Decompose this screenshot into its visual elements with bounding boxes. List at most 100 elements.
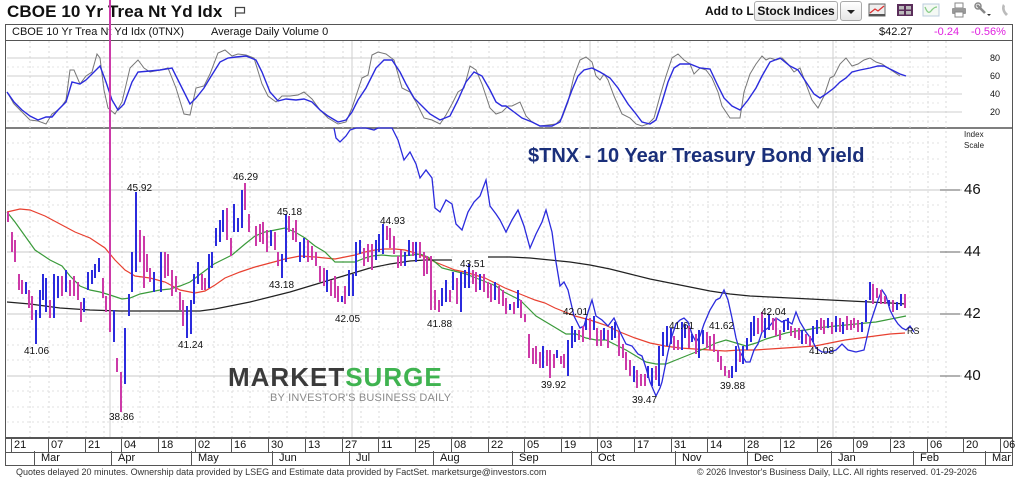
month-label: Aug [433,451,460,465]
last-price: $42.27 [879,26,913,38]
date-tick: 18 [158,439,173,452]
point-label: 42.01 [563,307,589,318]
month-label: Jul [349,451,370,465]
point-label: 41.06 [24,346,50,357]
point-label: 41.08 [809,346,835,357]
ma-200-black-line-2 [488,256,907,305]
price-change-percent: -0.56% [971,26,1006,38]
point-label: 38.86 [109,412,135,423]
date-tick: 08 [451,439,466,452]
month-label: Nov [675,451,702,465]
date-tick: 09 [853,439,868,452]
vertical-grid [29,41,947,437]
point-label: 44.93 [380,216,406,227]
date-tick: 27 [342,439,357,452]
date-tick: 30 [268,439,283,452]
line-chart-icon[interactable] [922,2,940,18]
point-label: 42.04 [761,307,787,318]
date-tick: 21 [85,439,100,452]
date-tick: 26 [817,439,832,452]
date-axis: 21 07 21 04 18 02 16 30 13 27 11 25 08 2… [5,437,1015,453]
date-tick: 25 [415,439,430,452]
date-tick: 04 [121,439,136,452]
stoch-scale-20: 20 [990,107,1001,117]
chart-style-icon[interactable] [868,2,886,18]
month-label: Jan [831,451,856,465]
flag-icon[interactable] [234,6,246,18]
layout-grid-icon[interactable] [896,2,914,18]
month-label: Jun [272,451,297,465]
point-label: 41.62 [709,321,735,332]
point-label: 41.24 [178,340,204,351]
date-tick: 06 [927,439,942,452]
price-scale-44: 44 [964,243,981,260]
stoch-scale-60: 60 [990,71,1001,81]
month-label: Dec [747,451,774,465]
point-label: 39.92 [541,380,567,391]
symbol-info-bar: CBOE 10 Yr Trea Nt Yd Idx (0TNX) Average… [5,24,1013,41]
page-title: CBOE 10 Yr Trea Nt Yd Idx [7,2,223,21]
print-icon[interactable] [950,2,968,18]
point-label: 43.18 [269,280,295,291]
date-tick: 31 [671,439,686,452]
date-tick: 07 [48,439,63,452]
phone-icon[interactable] [998,2,1016,18]
point-label: 43.51 [460,259,486,270]
stochastic-d-line [6,55,907,127]
date-tick: 02 [195,439,210,452]
average-volume: Average Daily Volume 0 [211,26,329,38]
stoch-scale-80: 80 [990,53,1001,63]
month-label: Mar [34,451,60,465]
point-label: 39.88 [720,381,746,392]
price-scale-42: 42 [964,305,981,322]
date-tick: 13 [305,439,320,452]
date-tick: 28 [744,439,759,452]
month-axis: Mar Apr May Jun Jul Aug Sep Oct Nov Dec … [5,451,1013,466]
date-tick: 12 [780,439,795,452]
chart-frame [5,40,1013,437]
symbol-name: CBOE 10 Yr Trea Nt Yd Idx (0TNX) [12,26,184,38]
date-tick: 21 [11,439,26,452]
month-label: May [191,451,219,465]
list-dropdown-button[interactable] [840,1,862,21]
header: CBOE 10 Yr Trea Nt Yd Idx Add to List: S… [0,0,1024,24]
date-tick: 17 [634,439,649,452]
month-label: Feb [913,451,939,465]
date-tick: 14 [707,439,722,452]
date-tick: 16 [231,439,246,452]
month-label: Apr [111,451,135,465]
month-label: Mar [985,451,1011,465]
date-tick: 20 [963,439,978,452]
month-label: Sep [512,451,539,465]
price-scale-40: 40 [964,367,981,384]
date-tick: 19 [561,439,576,452]
footer-disclaimer: Quotes delayed 20 minutes. Ownership dat… [16,467,547,477]
point-label: 45.18 [277,207,303,218]
point-label: 46.29 [233,172,259,183]
marketsurge-logo: MARKETSURGE BY INVESTOR'S BUSINESS DAILY [228,362,452,404]
date-tick: 03 [597,439,612,452]
stochastic-k-line [6,49,901,127]
footer: Quotes delayed 20 minutes. Ownership dat… [0,467,1024,477]
rs-label: RS [907,326,920,336]
chart-annotation-title: $TNX - 10 Year Treasury Bond Yield [528,145,865,167]
ma-50-red-line [6,208,906,352]
date-tick: 06 [1000,439,1015,452]
date-tick: 11 [378,439,392,452]
date-tick: 22 [488,439,503,452]
point-label: 41.61 [669,321,695,332]
date-tick: 23 [890,439,905,452]
ma-21-green-line [6,211,907,365]
month-label: Oct [591,451,615,465]
point-label: 41.88 [427,319,453,330]
footer-copyright: © 2026 Investor's Business Daily, LLC. A… [697,467,977,477]
stoch-scale-40: 40 [990,89,1001,99]
price-bars [7,0,906,412]
point-label: 39.47 [632,395,658,406]
wrench-settings-icon[interactable] [974,2,992,18]
point-label: 42.05 [335,314,361,325]
index-scale-label: Index Scale [964,130,985,150]
list-select-button[interactable]: Stock Indices [754,1,838,21]
date-tick: 05 [524,439,539,452]
